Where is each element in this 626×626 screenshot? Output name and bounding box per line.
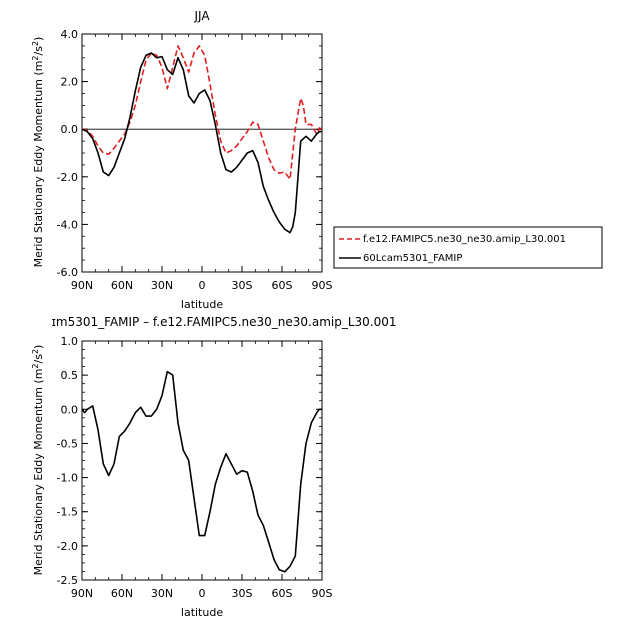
bottom-x-axis-label: latitude [181,606,223,619]
bottom-x-tick-label: 30N [151,587,173,600]
legend-box [333,226,603,269]
top-y-tick-label: 2.0 [61,76,79,89]
top-y-tick-label: -2.0 [57,171,78,184]
top-x-axis-label: latitude [181,298,223,311]
bottom-y-axis-unit-mid: /s [32,354,45,364]
top-y-axis-unit-sup2: 2 [31,41,40,46]
top-y-axis-label: Merid Stationary Eddy Momentum (m2/s2) [31,37,45,268]
bottom-y-axis-unit-base: m [32,369,45,380]
svg-text:Merid Stationary Eddy Momentum: Merid Stationary Eddy Momentum (m2/s2) [31,37,45,268]
bottom-y-tick-label: -2.5 [57,574,78,587]
top-y-axis-unit-mid: /s [32,46,45,56]
bottom-chart-title: ɪm5301_FAMIP – f.e12.FAMIPC5.ne30_ne30.a… [51,315,396,329]
top-y-tick-label: 0.0 [61,123,79,136]
bottom-y-tick-label: 1.0 [61,335,79,348]
top-x-tick-label: 30N [151,279,173,292]
bottom-x-tick-label: 90N [71,587,93,600]
bottom-y-tick-label: -1.5 [57,506,78,519]
top-series-line-1 [81,45,323,180]
bottom-x-tick-label: 30S [232,587,253,600]
top-x-tick-label: 60N [111,279,133,292]
top-y-axis-unit-base: m [32,61,45,72]
bottom-y-axis-unit-sup2: 2 [31,349,40,354]
bottom-y-axis-label: Merid Stationary Eddy Momentum (m2/s2) [31,345,45,576]
top-y-tick-label: -4.0 [57,218,78,231]
legend-label-series-1: f.e12.FAMIPC5.ne30_ne30.amip_L30.001 [363,234,566,245]
svg-text:Merid Stationary Eddy Momentum: Merid Stationary Eddy Momentum (m2/s2) [31,345,45,576]
bottom-series-line-1 [81,370,322,573]
top-plot-frame [81,33,323,273]
top-y-axis-unit-sup1: 2 [31,55,40,60]
top-x-tick-label: 90N [71,279,93,292]
bottom-plot-frame [81,340,323,581]
bottom-panel: ɪm5301_FAMIP – f.e12.FAMIPC5.ne30_ne30.a… [31,315,397,619]
bottom-y-tick-label: -1.0 [57,472,78,485]
top-x-tick-label: 90S [312,279,333,292]
top-x-tick-label: 60S [272,279,293,292]
top-legend: f.e12.FAMIPC5.ne30_ne30.amip_L30.001 60L… [333,226,603,269]
top-x-tick-label: 30S [232,279,253,292]
bottom-y-axis-unit-sup1: 2 [31,363,40,368]
bottom-y-tick-label: -2.0 [57,540,78,553]
bottom-y-axis-label-text: Merid Stationary Eddy Momentum [32,387,45,575]
bottom-x-tick-label: 60S [272,587,293,600]
bottom-x-tick-label: 90S [312,587,333,600]
top-chart-title: JJA [193,9,210,23]
bottom-y-tick-label: 0.0 [61,403,79,416]
bottom-x-tick-label: 60N [111,587,133,600]
top-panel: JJA Merid Stationary Eddy Momentum (m2/s… [31,9,603,311]
legend-label-series-2: 60Lcam5301_FAMIP [363,253,462,264]
top-series-line-2 [81,52,322,234]
top-y-tick-label: 4.0 [61,28,79,41]
top-y-axis-label-text: Merid Stationary Eddy Momentum [32,79,45,267]
top-y-tick-label: -6.0 [57,266,78,279]
bottom-y-tick-label: -0.5 [57,437,78,450]
bottom-y-tick-label: 0.5 [61,369,79,382]
bottom-x-tick-label: 0 [199,587,206,600]
top-x-tick-label: 0 [199,279,206,292]
